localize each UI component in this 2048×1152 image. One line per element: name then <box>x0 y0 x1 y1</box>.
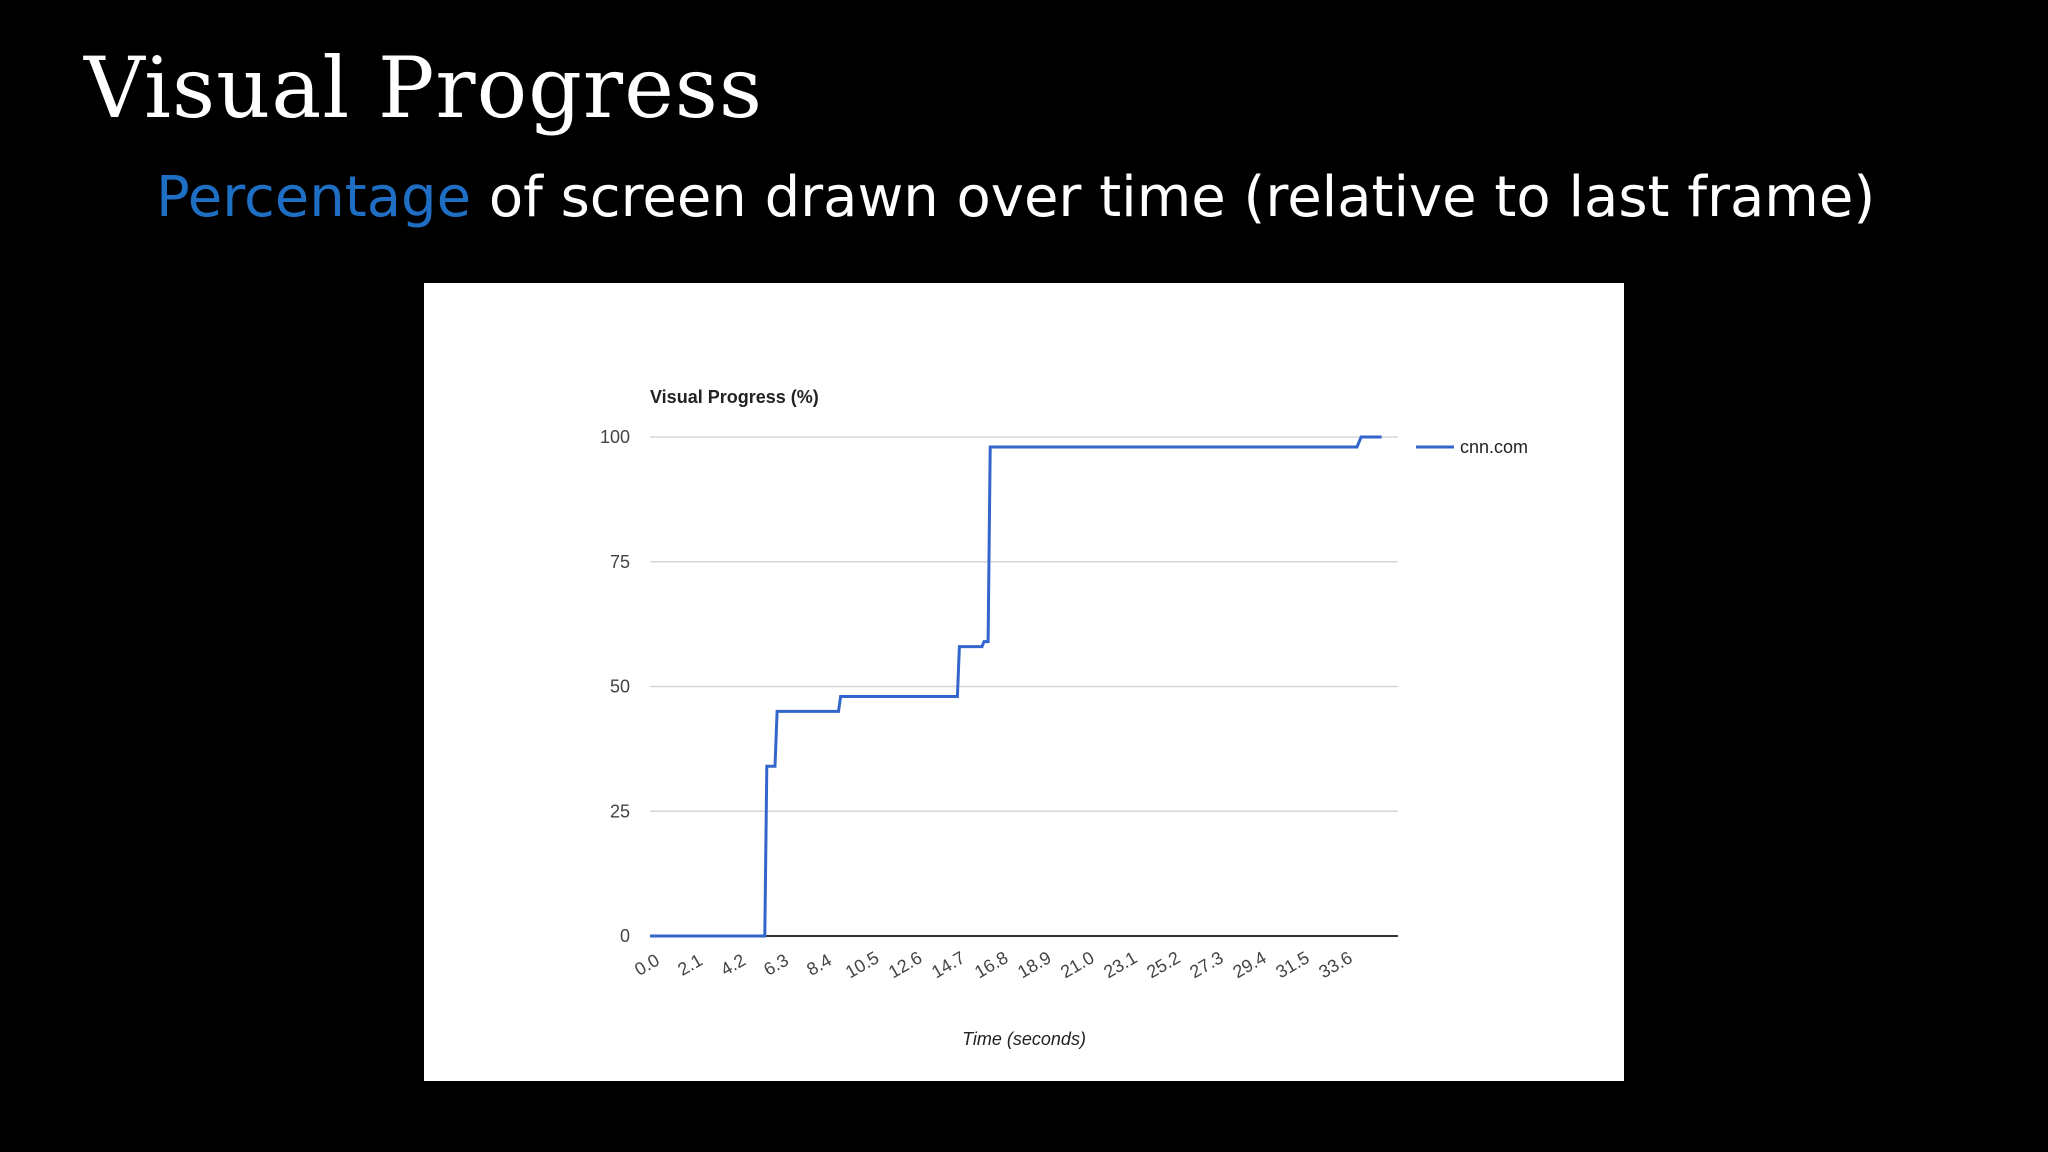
x-tick-label: 21.0 <box>1057 947 1097 982</box>
x-axis-title: Time (seconds) <box>962 1029 1086 1049</box>
x-tick-label: 14.7 <box>928 947 968 982</box>
x-tick-label: 4.2 <box>717 950 749 980</box>
x-tick-label: 10.5 <box>842 947 882 982</box>
series-line-cnn <box>650 435 1382 938</box>
x-tick-label: 33.6 <box>1315 947 1355 982</box>
chart-title: Visual Progress (%) <box>650 387 819 407</box>
y-tick-label: 50 <box>610 677 630 697</box>
y-tick-label: 25 <box>610 801 630 821</box>
subtitle-highlight: Percentage <box>156 165 472 230</box>
x-tick-label: 18.9 <box>1014 947 1054 982</box>
legend: cnn.com <box>1416 437 1528 457</box>
line-chart: Visual Progress (%) 0 25 50 75 100 0.0 2.1 4.2… <box>600 387 1528 1049</box>
legend-label: cnn.com <box>1460 437 1528 457</box>
y-tick-label: 0 <box>620 926 630 946</box>
x-tick-label: 16.8 <box>971 947 1011 982</box>
gridlines <box>650 436 1398 812</box>
x-tick-label: 2.1 <box>674 950 706 980</box>
slide-title: Visual Progress <box>84 39 764 137</box>
slide-subtitle: Percentage of screen drawn over time (re… <box>156 160 1875 236</box>
chart-panel: Visual Progress (%) 0 25 50 75 100 0.0 2.1 4.2… <box>424 283 1624 1081</box>
x-axis-ticks: 0.0 2.1 4.2 6.3 8.4 10.5 12.6 14.7 16.8 18.9 21.0 2… <box>631 947 1356 982</box>
y-tick-label: 75 <box>610 552 630 572</box>
x-tick-label: 23.1 <box>1100 947 1140 982</box>
subtitle-rest: of screen drawn over time (relative to l… <box>471 165 1876 230</box>
x-tick-label: 27.3 <box>1186 947 1226 982</box>
y-tick-label: 100 <box>600 427 630 447</box>
x-tick-label: 6.3 <box>760 950 792 980</box>
x-tick-label: 12.6 <box>885 947 925 982</box>
x-tick-label: 29.4 <box>1229 947 1269 982</box>
x-tick-label: 31.5 <box>1272 947 1312 982</box>
y-axis-ticks: 0 25 50 75 100 <box>600 427 630 946</box>
x-tick-label: 8.4 <box>803 950 835 980</box>
x-tick-label: 0.0 <box>631 950 663 980</box>
x-tick-label: 25.2 <box>1143 947 1183 982</box>
